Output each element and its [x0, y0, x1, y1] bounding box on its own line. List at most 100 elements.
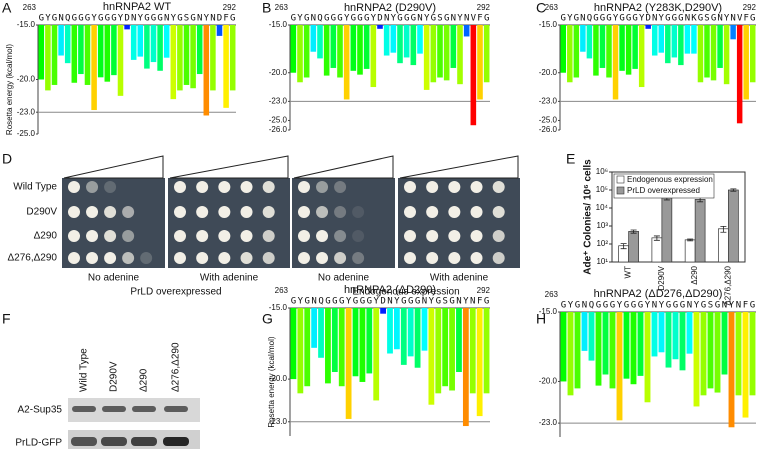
- residue-letter: G: [39, 14, 44, 24]
- colony-spot: [492, 252, 505, 264]
- colony-spot: [68, 230, 80, 242]
- residue-letter: Y: [729, 301, 735, 311]
- blot-band: [102, 406, 126, 412]
- blot-band: [71, 437, 97, 446]
- legend-swatch: [616, 175, 625, 184]
- x-tick-label: WT: [624, 266, 633, 279]
- residue-letter: G: [431, 14, 436, 24]
- plate: [62, 178, 165, 268]
- bar: [593, 25, 599, 76]
- residue-letter: Y: [645, 301, 651, 311]
- bar: [338, 308, 345, 387]
- panel-label: C: [536, 0, 546, 16]
- residue-letter: G: [411, 14, 416, 24]
- colony-spot: [218, 252, 231, 264]
- bar: [380, 308, 386, 314]
- bar: [723, 25, 730, 85]
- residue-letter: G: [672, 14, 677, 24]
- bar: [714, 312, 721, 393]
- bar: [377, 25, 383, 29]
- colony-spot: [262, 230, 275, 242]
- bar: [586, 25, 593, 59]
- bar: [595, 312, 602, 386]
- residue-letter: N: [685, 14, 690, 24]
- colony-spot: [448, 206, 461, 218]
- dilution-wedge: [399, 155, 519, 179]
- residue-letter: N: [422, 297, 427, 307]
- residue-letter: G: [111, 14, 116, 24]
- lane-label: Δ276,Δ290: [171, 342, 182, 392]
- dilution-wedge: [293, 155, 394, 179]
- residue-letter: G: [750, 14, 755, 24]
- strain-label: D290V: [26, 207, 57, 218]
- residue-letter: N: [384, 14, 389, 24]
- plate-label: With adenine: [430, 273, 489, 284]
- residue-letter: N: [451, 14, 456, 24]
- colony-spot: [86, 230, 99, 242]
- residue-letter: S: [442, 297, 447, 307]
- colony-spot: [426, 230, 439, 242]
- colony-spot: [240, 206, 253, 218]
- bar: [625, 25, 632, 75]
- residue-letter: G: [177, 14, 182, 24]
- bar: [130, 25, 137, 60]
- residue-letter: G: [304, 14, 309, 24]
- bar: [290, 25, 297, 73]
- strain-label: Wild Type: [13, 182, 57, 193]
- residue-letter: G: [484, 297, 489, 307]
- blot-row-label: A2-Sup35: [18, 405, 63, 416]
- bar: [691, 25, 697, 54]
- colony-spot: [470, 206, 483, 218]
- bar: [672, 312, 679, 360]
- y-tick-label: -25.0: [269, 116, 288, 125]
- colony-spot: [316, 230, 329, 242]
- residue-letter: N: [164, 14, 169, 24]
- residue-letter: G: [561, 301, 566, 311]
- bar: [397, 25, 403, 64]
- bar: [383, 25, 390, 56]
- colony-spot: [334, 230, 347, 242]
- bar: [616, 312, 623, 421]
- colony-spot: [470, 230, 483, 242]
- residue-letter: G: [600, 14, 605, 24]
- bar: [337, 25, 343, 78]
- bar: [407, 308, 414, 357]
- error-bar: [687, 238, 694, 242]
- error-bar: [720, 226, 727, 233]
- panel-label: D: [2, 151, 12, 167]
- bar: [323, 25, 330, 76]
- residue-letter: S: [437, 14, 442, 24]
- bar: [718, 228, 729, 263]
- bar: [623, 312, 630, 379]
- residue-letter: G: [711, 14, 716, 24]
- error-bar: [620, 243, 627, 250]
- colony-spot: [426, 181, 439, 193]
- residue-letter: Y: [567, 14, 573, 24]
- colony-spot: [448, 181, 461, 193]
- residue-letter: Y: [297, 14, 303, 24]
- bar: [483, 308, 490, 394]
- colony-spot: [196, 181, 209, 193]
- bar: [707, 312, 714, 389]
- colony-spot: [196, 206, 209, 218]
- residue-letter: N: [311, 297, 316, 307]
- residue-letter: G: [144, 14, 149, 24]
- residue-letter: S: [704, 14, 709, 24]
- residue-letter: Y: [613, 14, 619, 24]
- bar: [694, 199, 706, 263]
- residue-letter: G: [449, 297, 454, 307]
- residue-letter: N: [387, 297, 392, 307]
- bar: [710, 25, 717, 81]
- bar: [229, 25, 236, 91]
- error-bar: [730, 188, 737, 192]
- bar: [345, 308, 352, 419]
- residue-letter: N: [311, 14, 316, 24]
- colony-spot: [104, 181, 117, 193]
- residue-letter: D: [217, 14, 222, 24]
- residue-letter: G: [603, 301, 608, 311]
- residue-letter: G: [324, 14, 329, 24]
- x-tick-label: D290V: [657, 265, 666, 290]
- bar: [124, 25, 130, 30]
- bar: [363, 25, 370, 69]
